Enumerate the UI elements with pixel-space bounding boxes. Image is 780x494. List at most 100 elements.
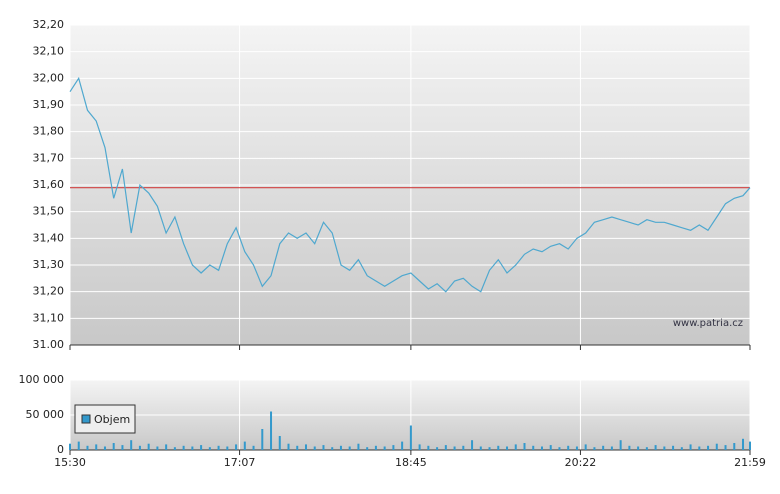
volume-bar [471,440,474,450]
volume-bar [436,447,439,450]
volume-bar [506,446,509,450]
volume-bar [138,445,141,450]
volume-bar [427,445,430,450]
volume-bar [287,443,290,450]
volume-bar [103,446,106,450]
volume-bar [749,441,751,450]
y-tick-label: 31,30 [33,258,65,271]
volume-bar [540,446,543,450]
volume-bar [497,445,500,450]
volume-bar [366,447,369,450]
volume-bar [165,444,168,450]
y-tick-label: 31,70 [33,151,65,164]
volume-bar [226,446,229,450]
volume-bar [147,443,150,450]
volume-bar [392,445,395,450]
volume-bar [235,444,238,450]
volume-bar [156,446,159,450]
volume-bar [672,445,675,450]
volume-bar [628,445,631,450]
y-tick-label: 32,00 [33,71,65,84]
volume-bar [558,447,561,450]
volume-bar [304,444,307,450]
volume-bar [654,445,657,450]
volume-bar [663,446,666,450]
volume-bar [575,446,578,450]
volume-bar [593,447,596,450]
x-tick-label: 21:59 [734,456,766,469]
volume-bar [270,411,273,450]
volume-bar [383,446,386,450]
volume-bar [409,425,412,450]
volume-bar [217,445,220,450]
volume-bar [95,444,98,450]
volume-bar [462,445,465,450]
volume-bar [130,440,133,450]
x-tick-label: 15:30 [54,456,86,469]
volume-bar [715,443,718,450]
volume-bar [549,445,552,450]
volume-bar [252,445,255,450]
volume-bar [191,446,194,450]
watermark: www.patria.cz [673,318,743,329]
volume-bar [584,444,587,450]
volume-bar [602,445,605,450]
y-tick-label: 31,20 [33,285,65,298]
y-tick-label: 31,80 [33,125,65,138]
price-line [69,76,751,293]
legend-label: Objem [94,413,130,426]
volume-bar [296,445,299,450]
volume-bar [689,444,692,450]
volume-bar [724,445,727,450]
volume-bar [523,443,526,450]
volume-bar [418,444,421,450]
volume-bar [331,447,334,450]
x-tick-label: 17:07 [224,456,256,469]
volume-bar [278,436,281,450]
y-tick-label: 31,40 [33,231,65,244]
y-tick-label: 31,90 [33,98,65,111]
x-tick-label: 20:22 [565,456,597,469]
y-tick-label: 32,20 [33,18,65,31]
volume-bar [401,441,404,450]
y-tick-label: 31,60 [33,178,65,191]
legend-swatch [81,414,91,424]
y-tick-label: 31,10 [33,311,65,324]
y-tick-label: 100 000 [19,373,65,386]
volume-bar [182,445,185,450]
volume-bar [733,443,736,450]
volume-bar [707,445,710,450]
volume-bar [680,447,683,450]
volume-bar [698,446,701,450]
volume-bar [645,447,648,450]
volume-bar [313,446,316,450]
volume-bar [200,445,203,450]
volume-bar [261,429,264,450]
volume-bar [374,445,377,450]
volume-bar [637,446,640,450]
y-tick-label: 31.00 [33,338,65,351]
volume-bar [121,445,124,450]
y-tick-label: 50 000 [26,408,65,421]
volume-bar [77,441,80,450]
volume-bar [112,443,115,450]
volume-bar [514,444,517,450]
y-tick-label: 0 [57,443,64,456]
volume-bar [173,447,176,450]
volume-bar [488,447,491,450]
volume-bar [322,445,325,450]
volume-bar [742,438,745,450]
volume-bar [479,446,482,450]
volume-bar [610,446,613,450]
y-tick-label: 31,50 [33,205,65,218]
volume-bar [619,440,622,450]
volume-bar [444,445,447,450]
volume-bar [208,447,211,450]
volume-bar [69,443,71,450]
volume-bar [453,446,456,450]
volume-bar [567,445,570,450]
volume-bar [86,445,89,450]
x-tick-label: 18:45 [395,456,427,469]
volume-bar [357,443,360,450]
volume-bar [339,445,342,450]
